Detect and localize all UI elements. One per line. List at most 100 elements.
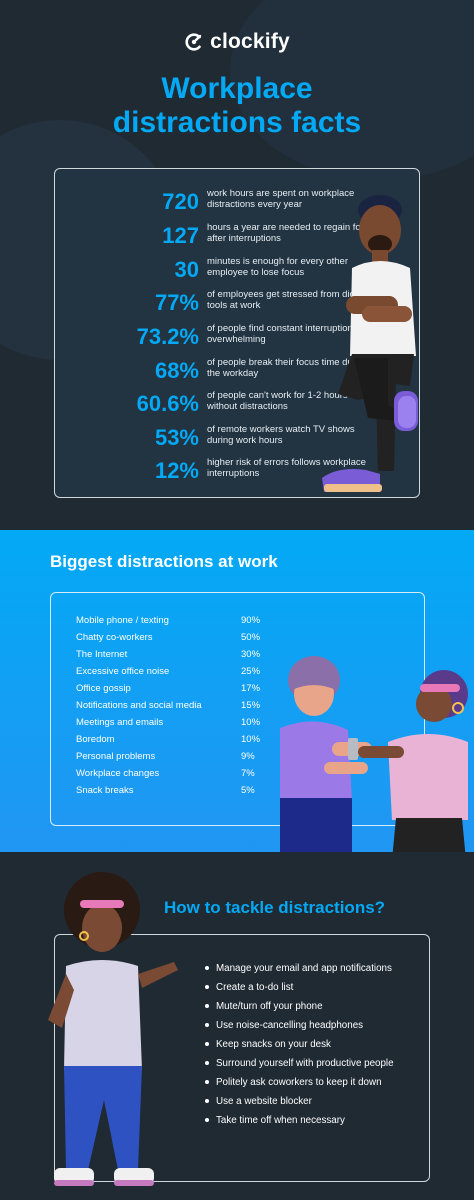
distraction-percent: 7% <box>241 768 255 779</box>
tip-text: Manage your email and app notifications <box>216 963 392 974</box>
distraction-percent: 30% <box>241 649 261 660</box>
clockify-logo-icon <box>185 33 202 51</box>
list-item: Take time off when necessary <box>205 1115 345 1126</box>
fact-row: 77% of employees get stressed from digita… <box>55 288 421 320</box>
fact-row: 68% of people break their focus time duri… <box>55 356 421 388</box>
fact-text: of employees get stressed from digital t… <box>207 289 367 311</box>
tip-text: Surround yourself with productive people <box>216 1058 394 1069</box>
distraction-percent: 17% <box>241 683 261 694</box>
fact-value: 12% <box>154 458 199 483</box>
facts-section: clockify Workplace distractions facts 72… <box>0 0 474 530</box>
fact-row: 53% of remote workers watch TV shows duri… <box>55 423 421 455</box>
page-title-line1: Workplace <box>161 72 313 105</box>
page-title-line2: distractions facts <box>112 106 362 139</box>
fact-row: 12% higher risk of errors follows workpla… <box>55 456 421 488</box>
list-item: Snack breaks 5% <box>76 785 266 801</box>
fact-text: higher risk of errors follows workplace … <box>207 457 366 479</box>
fact-value: 68% <box>154 358 199 383</box>
distraction-label: Chatty co-workers <box>76 632 153 643</box>
fact-value: 60.6% <box>136 391 199 416</box>
distraction-label: Boredom <box>76 734 115 745</box>
list-item: Notifications and social media 15% <box>76 700 266 716</box>
bullet-icon <box>205 1042 209 1047</box>
distraction-percent: 10% <box>241 717 261 728</box>
distractions-title: Biggest distractions at work <box>50 552 278 571</box>
distraction-label: Personal problems <box>76 751 156 762</box>
list-item: Manage your email and app notifications <box>205 963 392 974</box>
distraction-label: Mobile phone / texting <box>76 615 169 626</box>
list-item: Use noise-cancelling headphones <box>205 1020 363 1031</box>
distraction-label: Meetings and emails <box>76 717 164 728</box>
distraction-percent: 90% <box>241 615 261 626</box>
list-item: Excessive office noise 25% <box>76 666 266 682</box>
distraction-percent: 25% <box>241 666 261 677</box>
tip-text: Use noise-cancelling headphones <box>216 1020 364 1031</box>
bullet-icon <box>205 1023 209 1028</box>
list-item: Politely ask coworkers to keep it down <box>205 1077 382 1088</box>
fact-text: hours a year are needed to regain focus … <box>207 222 376 244</box>
bullet-icon <box>205 966 209 971</box>
fact-text: work hours are spent on workplace distra… <box>207 188 355 210</box>
tip-text: Politely ask coworkers to keep it down <box>216 1077 382 1088</box>
fact-text: minutes is enough for every other employ… <box>207 256 348 278</box>
distraction-percent: 9% <box>241 751 255 762</box>
fact-row: 720 work hours are spent on workplace dis… <box>55 187 421 219</box>
distraction-label: Excessive office noise <box>76 666 170 677</box>
fact-text: of remote workers watch TV shows during … <box>207 424 355 446</box>
tip-text: Use a website blocker <box>216 1096 312 1107</box>
tips-box: Manage your email and app notifications … <box>54 934 430 1182</box>
bullet-icon <box>205 1004 209 1009</box>
list-item: Mute/turn off your phone <box>205 1001 323 1012</box>
tip-text: Create a to-do list <box>216 982 294 993</box>
fact-row: 73.2% of people find constant interruptio… <box>55 322 421 354</box>
bullet-icon <box>205 1080 209 1085</box>
bullet-icon <box>205 1118 209 1123</box>
list-item: Create a to-do list <box>205 982 293 993</box>
woman-illustration <box>48 872 178 1186</box>
tackle-title: How to tackle distractions? <box>164 898 386 917</box>
tackle-section: How to tackle distractions? Manage your … <box>0 852 474 1200</box>
list-item: Chatty co-workers 50% <box>76 632 266 648</box>
distraction-label: Office gossip <box>76 683 131 694</box>
fact-row: 60.6% of people can't work for 1-2 hours … <box>55 389 421 421</box>
distractions-table: Mobile phone / texting 90% Chatty co-work… <box>50 592 425 826</box>
tip-text: Mute/turn off your phone <box>216 1001 323 1012</box>
fact-value: 73.2% <box>136 324 199 349</box>
list-item: Mobile phone / texting 90% <box>76 615 266 631</box>
page-title: Workplace distractions facts <box>0 72 474 140</box>
distraction-label: The Internet <box>76 649 128 660</box>
list-item: Use a website blocker <box>205 1096 312 1107</box>
fact-value: 30 <box>174 257 199 282</box>
distraction-percent: 10% <box>241 734 261 745</box>
fact-value: 77% <box>154 290 199 315</box>
list-item: The Internet 30% <box>76 649 266 665</box>
bullet-icon <box>205 1061 209 1066</box>
brand-name: clockify <box>210 30 290 53</box>
distraction-percent: 50% <box>241 632 261 643</box>
distraction-percent: 15% <box>241 700 261 711</box>
fact-row: 127 hours a year are needed to regain foc… <box>55 221 421 253</box>
distraction-label: Notifications and social media <box>76 700 202 711</box>
distractions-section: Biggest distractions at work Mobile phon… <box>0 530 474 852</box>
list-item: Workplace changes 7% <box>76 768 266 784</box>
list-item: Office gossip 17% <box>76 683 266 699</box>
tip-text: Keep snacks on your desk <box>216 1039 331 1050</box>
list-item: Meetings and emails 10% <box>76 717 266 733</box>
list-item: Keep snacks on your desk <box>205 1039 331 1050</box>
bullet-icon <box>205 985 209 990</box>
fact-text: of people can't work for 1-2 hours witho… <box>207 390 348 412</box>
tip-text: Take time off when necessary <box>216 1115 345 1126</box>
clockify-logo[interactable]: clockify <box>0 30 474 54</box>
fact-text: of people find constant interruptions ov… <box>207 323 358 345</box>
fact-value: 127 <box>162 223 199 248</box>
man-illustration <box>322 195 418 492</box>
fact-text: of people break their focus time during … <box>207 357 369 379</box>
two-women-illustration <box>280 656 468 852</box>
distraction-label: Workplace changes <box>76 768 160 779</box>
list-item: Boredom 10% <box>76 734 266 750</box>
list-item: Surround yourself with productive people <box>205 1058 394 1069</box>
distraction-percent: 5% <box>241 785 255 796</box>
distraction-label: Snack breaks <box>76 785 134 796</box>
fact-value: 720 <box>162 189 199 214</box>
fact-value: 53% <box>154 425 199 450</box>
